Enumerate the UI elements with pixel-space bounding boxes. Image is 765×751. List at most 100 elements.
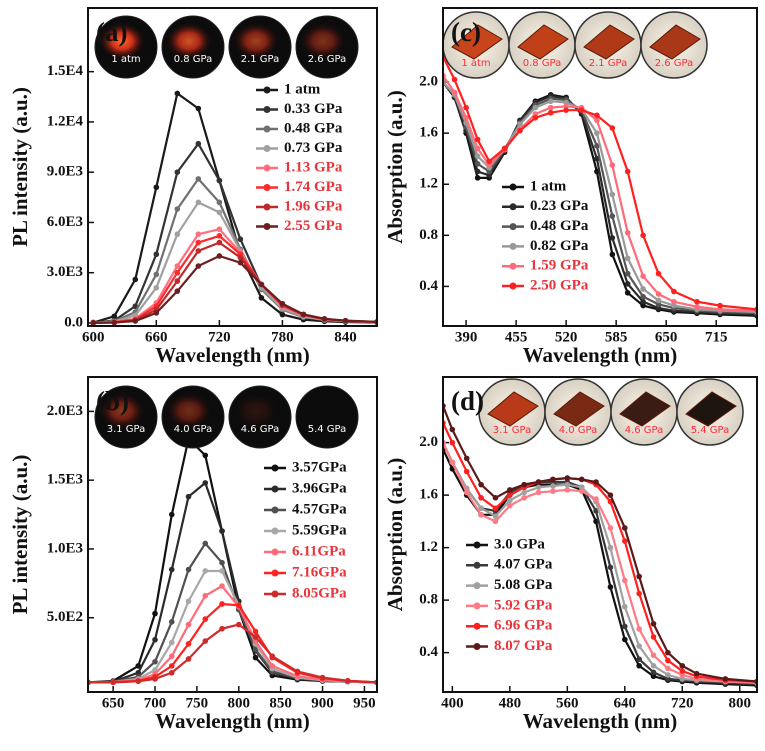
y-tick-label: 1.5E4 (47, 63, 84, 79)
data-point (237, 259, 244, 266)
panel-label: (a) (96, 17, 127, 47)
x-tick-label: 715 (705, 329, 728, 345)
x-tick-label: 520 (555, 329, 578, 345)
data-point (650, 652, 657, 659)
x-axis-label: Wavelength (nm) (523, 343, 678, 367)
data-point (507, 497, 513, 504)
data-point (463, 468, 470, 475)
legend-label: 0.82 GPa (530, 238, 589, 254)
data-point (463, 489, 470, 496)
y-tick-label: 2.0 (419, 434, 438, 450)
data-point (168, 669, 175, 676)
data-point (486, 172, 492, 179)
x-tick-label: 840 (334, 329, 357, 345)
data-point (578, 488, 585, 494)
data-point (185, 656, 192, 662)
data-point (621, 538, 628, 544)
x-tick-label: 600 (82, 329, 105, 345)
inset-glow (299, 22, 347, 60)
legend-marker (263, 184, 271, 191)
y-axis-label: Absorption (a.u.) (383, 458, 407, 611)
data-point (202, 592, 209, 599)
data-point (594, 143, 600, 149)
legend-marker (271, 527, 279, 535)
data-point (202, 616, 209, 622)
data-point (607, 525, 614, 531)
legend-marker (263, 164, 271, 172)
data-point (474, 161, 481, 167)
data-point (195, 263, 202, 269)
data-point (665, 649, 671, 656)
inset-label: 4.6 GPa (241, 424, 280, 435)
data-point (168, 653, 175, 660)
x-tick-label: 850 (269, 695, 292, 711)
legend-label: 2.50 GPa (530, 277, 589, 293)
plot-frame (442, 376, 758, 693)
data-point (216, 253, 223, 259)
legend-marker (473, 541, 481, 549)
x-tick-label: 720 (208, 329, 231, 345)
data-point (655, 291, 662, 297)
x-tick-label: 900 (311, 695, 334, 711)
data-point (671, 302, 677, 309)
data-point (636, 643, 642, 649)
legend-label: 1.13 GPa (284, 159, 343, 175)
y-tick-label: 0.0 (64, 314, 83, 330)
inset-glow (98, 392, 146, 430)
data-point (463, 455, 470, 462)
data-point (185, 493, 192, 500)
data-point (152, 676, 158, 682)
data-point (185, 641, 192, 647)
data-point (594, 117, 600, 124)
data-point (609, 125, 616, 131)
data-point (344, 677, 351, 684)
data-point (195, 176, 202, 182)
data-point (294, 668, 301, 675)
data-point (219, 601, 225, 607)
y-tick-label: 1.2E4 (47, 113, 84, 129)
data-point (607, 544, 614, 551)
data-point (168, 566, 175, 573)
data-point (195, 231, 202, 237)
data-point (640, 293, 646, 300)
y-tick-label: 3.0E3 (47, 264, 83, 280)
series-line (443, 442, 757, 686)
data-point (693, 670, 700, 677)
inset-label: 5.4 GPa (308, 424, 347, 435)
data-point (252, 634, 259, 640)
legend-label: 0.48 GPa (284, 120, 343, 136)
series-line (88, 623, 377, 684)
plot-area (443, 53, 757, 319)
legend-marker (271, 485, 279, 493)
data-point (521, 481, 527, 488)
data-point (665, 657, 671, 664)
x-axis-label: Wavelength (nm) (155, 709, 310, 733)
inset-label: 4.6 GPa (625, 425, 664, 436)
data-point (636, 626, 642, 632)
legend-label: 4.57GPa (292, 501, 347, 517)
inset-label: 2.6 GPa (655, 58, 694, 69)
legend-marker (509, 242, 517, 250)
data-point (474, 153, 481, 159)
data-point (492, 518, 499, 525)
data-point (195, 199, 202, 206)
inset-label: 2.1 GPa (589, 58, 628, 69)
data-point (219, 625, 225, 632)
inset-glow (232, 22, 280, 60)
data-point (202, 540, 209, 547)
data-point (607, 564, 614, 571)
data-point (624, 255, 631, 262)
legend-label: 6.96 GPa (494, 618, 553, 634)
data-point (269, 653, 276, 660)
legend-label: 3.57GPa (292, 459, 347, 475)
data-point (486, 158, 492, 165)
data-point (640, 286, 646, 292)
data-point (578, 107, 585, 113)
legend-label: 1 atm (530, 178, 567, 194)
inset-crystal (619, 391, 671, 427)
data-point (202, 638, 209, 644)
legend-marker (509, 203, 517, 211)
x-tick-label: 800 (228, 695, 251, 711)
data-point (507, 502, 513, 509)
